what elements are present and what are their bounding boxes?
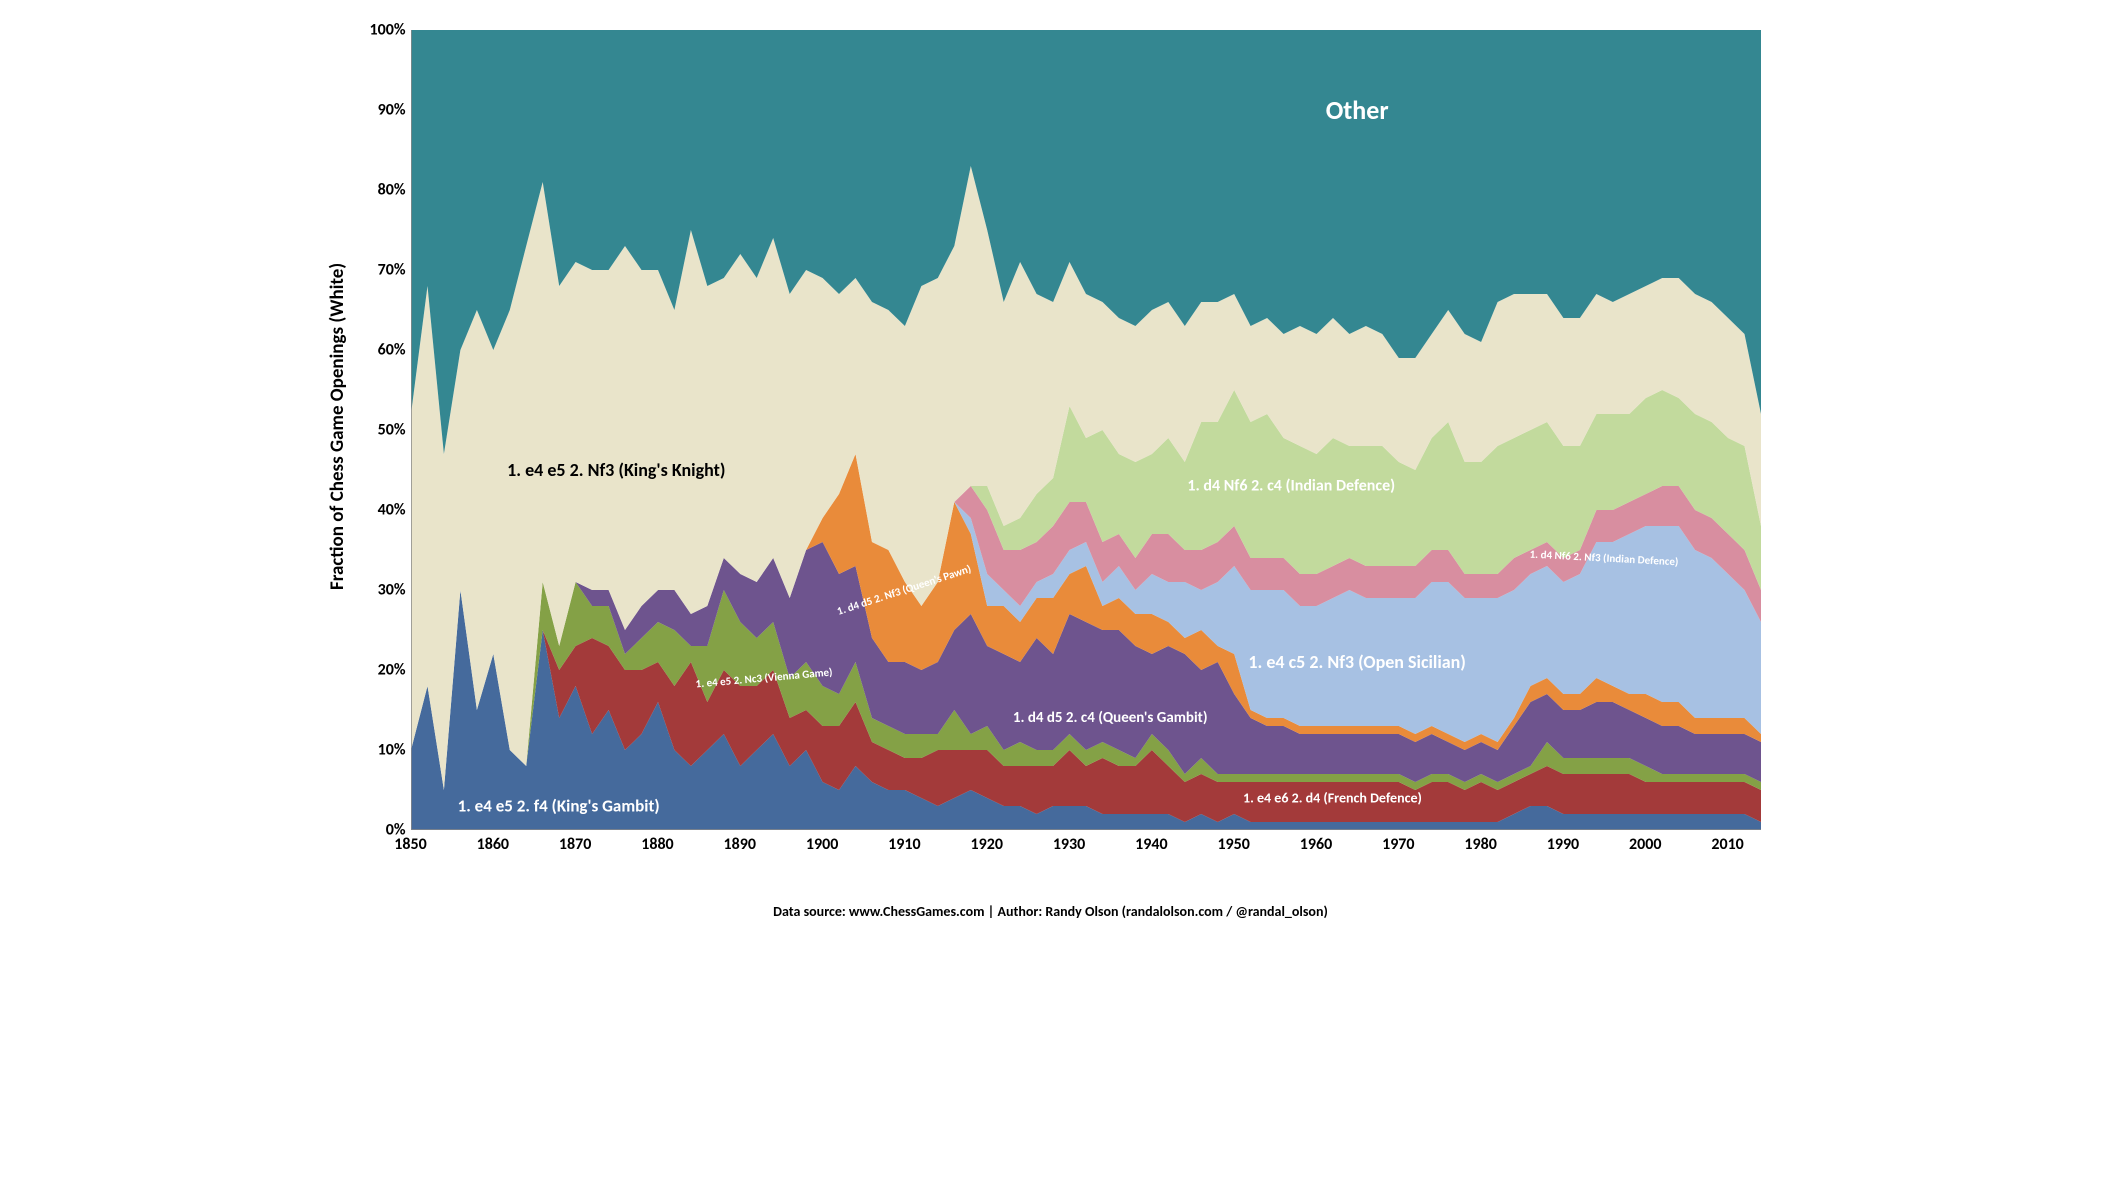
y-axis-label: Fraction of Chess Game Openings (White) xyxy=(326,263,349,590)
x-tick-label: 1980 xyxy=(1464,835,1496,854)
x-tick-label: 1900 xyxy=(806,835,838,854)
y-tick-label: 10% xyxy=(378,741,406,760)
x-tick-label: 2000 xyxy=(1629,835,1661,854)
y-tick-label: 60% xyxy=(378,341,406,360)
chess-openings-chart: Fraction of Chess Game Openings (White) … xyxy=(321,20,1781,890)
y-tick-label: 20% xyxy=(378,661,406,680)
y-tick-label: 70% xyxy=(378,261,406,280)
x-tick-label: 1850 xyxy=(394,835,426,854)
y-tick-label: 40% xyxy=(378,501,406,520)
x-tick-label: 1890 xyxy=(724,835,756,854)
y-tick-label: 100% xyxy=(370,21,406,40)
y-tick-label: 80% xyxy=(378,181,406,200)
x-tick-label: 1880 xyxy=(641,835,673,854)
x-tick-label: 1860 xyxy=(477,835,509,854)
y-tick-label: 90% xyxy=(378,101,406,120)
y-tick-label: 30% xyxy=(378,581,406,600)
x-tick-label: 1950 xyxy=(1217,835,1249,854)
y-tick-label: 50% xyxy=(378,421,406,440)
x-tick-label: 1930 xyxy=(1053,835,1085,854)
plot-svg xyxy=(411,30,1761,830)
x-tick-label: 2010 xyxy=(1711,835,1743,854)
x-tick-label: 1920 xyxy=(971,835,1003,854)
plot-area xyxy=(411,30,1761,830)
x-tick-label: 1940 xyxy=(1135,835,1167,854)
x-tick-label: 1910 xyxy=(888,835,920,854)
credit-line: Data source: www.ChessGames.com | Author… xyxy=(321,903,1781,920)
x-tick-label: 1960 xyxy=(1300,835,1332,854)
x-tick-label: 1990 xyxy=(1547,835,1579,854)
x-tick-label: 1870 xyxy=(559,835,591,854)
x-tick-label: 1970 xyxy=(1382,835,1414,854)
